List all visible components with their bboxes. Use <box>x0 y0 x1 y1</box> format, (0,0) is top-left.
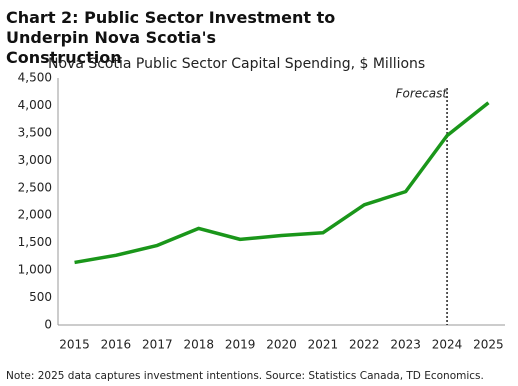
y-tick-label: 3,500 <box>18 125 52 139</box>
x-tick-label: 2023 <box>390 338 421 352</box>
note: Note: 2025 data captures investment inte… <box>6 370 484 382</box>
x-tick-label: 2020 <box>266 338 297 352</box>
y-tick-label: 1,000 <box>18 263 52 277</box>
annotation: Forecast <box>396 87 449 101</box>
x-tick-label: 2021 <box>308 338 339 352</box>
x-tick-label: 2022 <box>349 338 380 352</box>
x-tick-label: 2018 <box>183 338 214 352</box>
x-tick-label: 2016 <box>101 338 132 352</box>
chart-title: Chart 2: Public Sector Investment to Und… <box>6 8 336 67</box>
chart-subtitle: Nova Scotia Public Sector Capital Spendi… <box>48 56 425 72</box>
y-tick-label: 1,500 <box>18 235 52 249</box>
x-tick-label: 2015 <box>59 338 90 352</box>
y-tick-label: 3,000 <box>18 153 52 167</box>
x-tick-label: 2024 <box>432 338 463 352</box>
x-tick-label: 2019 <box>225 338 256 352</box>
y-tick-label: 4,000 <box>18 98 52 112</box>
y-tick-label: 500 <box>29 290 52 304</box>
x-tick-label: 2017 <box>142 338 173 352</box>
line <box>74 101 490 265</box>
x-tick-label: 2025 <box>473 338 504 352</box>
y-tick-label: 4,500 <box>18 71 52 85</box>
y-tick-label: 2,000 <box>18 208 52 222</box>
y-tick-label: 0 <box>44 318 52 332</box>
y-tick-label: 2,500 <box>18 180 52 194</box>
